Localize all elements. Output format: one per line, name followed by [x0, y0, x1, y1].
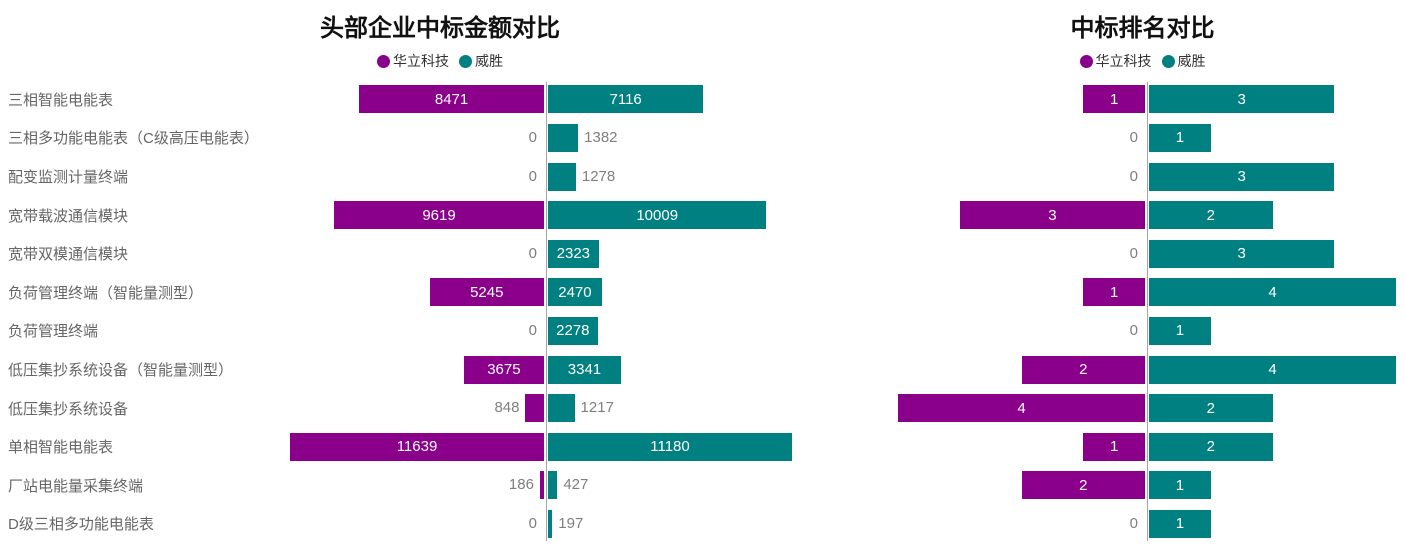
value-label-zero: 0 [1129, 128, 1138, 146]
bar-weisheng-with-value[interactable]: 2278 [548, 316, 598, 345]
bar-weisheng-with-value[interactable]: 4 [1149, 278, 1396, 307]
bar-weisheng-with-value[interactable]: 2470 [548, 278, 602, 307]
bar-weisheng-with-value[interactable]: 2323 [548, 239, 599, 268]
bar-huali-with-value[interactable]: 1 [1083, 278, 1145, 307]
value-label-outside: 186 [508, 476, 534, 494]
category-label: 配变监测计量终端 [8, 168, 129, 186]
value-label-zero: 0 [528, 321, 537, 339]
bar-weisheng-with-value[interactable]: 1 [1149, 123, 1211, 152]
legend-item-weisheng[interactable]: 威胜 [1161, 51, 1206, 71]
bar-weisheng-with-value[interactable]: 3341 [548, 355, 621, 384]
bar-weisheng-with-value[interactable]: 1 [1149, 471, 1211, 500]
bar-huali-with-value[interactable]: 5245 [429, 278, 544, 307]
category-label: 负荷管理终端（智能量测型） [8, 284, 204, 302]
legend-item-weisheng[interactable]: 威胜 [459, 51, 503, 71]
category-label: 单相智能电能表 [8, 439, 114, 457]
bar-weisheng[interactable] [548, 162, 576, 191]
value-label-outside: 1217 [580, 399, 614, 417]
bar-huali[interactable] [525, 394, 544, 423]
bar-huali-with-value[interactable]: 8471 [359, 85, 544, 114]
bar-huali-with-value[interactable]: 1 [1083, 85, 1145, 114]
bar-huali-with-value[interactable]: 4 [898, 394, 1145, 423]
value-label-zero: 0 [528, 244, 537, 262]
bar-weisheng-with-value[interactable]: 11180 [548, 432, 792, 461]
bar-weisheng-with-value[interactable]: 3 [1149, 85, 1335, 114]
bar-huali-with-value[interactable]: 3 [959, 201, 1145, 230]
axis-line [546, 82, 547, 541]
bar-huali-with-value[interactable]: 11639 [290, 432, 544, 461]
bar-weisheng-with-value[interactable]: 10009 [548, 201, 767, 230]
category-label: 三相智能电能表 [8, 91, 114, 109]
amount-chart-legend: 华立科技 威胜 [0, 50, 880, 72]
category-label: 低压集抄系统设备（智能量测型） [8, 361, 234, 379]
bar-huali-with-value[interactable]: 2 [1021, 471, 1145, 500]
category-label: 三相多功能电能表（C级高压电能表） [8, 130, 259, 148]
category-label: 宽带双模通信模块 [8, 246, 129, 264]
value-label-zero: 0 [528, 514, 537, 532]
legend-dot-weisheng-icon [459, 54, 472, 68]
legend-label-huali: 华立科技 [393, 53, 449, 69]
value-label-zero: 0 [1129, 321, 1138, 339]
bar-huali-with-value[interactable]: 9619 [334, 201, 544, 230]
ranking-chart-legend: 华立科技 威胜 [880, 50, 1405, 72]
legend-dot-huali-icon [377, 54, 390, 68]
bar-weisheng[interactable] [548, 509, 553, 538]
bar-weisheng[interactable] [548, 394, 575, 423]
bar-weisheng-with-value[interactable]: 2 [1149, 201, 1273, 230]
category-label: 负荷管理终端 [8, 323, 99, 341]
axis-line [1147, 82, 1148, 541]
value-label-outside: 427 [563, 476, 589, 494]
value-label-zero: 0 [528, 167, 537, 185]
value-label-outside: 1382 [584, 128, 618, 146]
category-label: D级三相多功能电能表 [8, 516, 154, 534]
legend-dot-huali-icon [1079, 54, 1093, 68]
bar-huali-with-value[interactable]: 2 [1021, 355, 1145, 384]
bar-weisheng-with-value[interactable]: 4 [1149, 355, 1396, 384]
bar-weisheng-with-value[interactable]: 1 [1149, 509, 1211, 538]
value-label-zero: 0 [1129, 514, 1138, 532]
amount-chart: 头部企业中标金额对比 华立科技 威胜 三相智能电能表 8471 7116 三相多功能电… [0, 15, 880, 544]
bar-huali-with-value[interactable]: 3675 [463, 355, 544, 384]
category-label: 厂站电能量采集终端 [8, 477, 144, 495]
amount-chart-title: 头部企业中标金额对比 [320, 15, 560, 42]
ranking-chart-title: 中标排名对比 [1070, 15, 1215, 42]
bar-weisheng-with-value[interactable]: 2 [1149, 432, 1273, 461]
bar-weisheng-with-value[interactable]: 3 [1149, 239, 1335, 268]
value-label-zero: 0 [528, 128, 537, 146]
bar-huali[interactable] [539, 471, 544, 500]
legend-label-weisheng: 威胜 [475, 53, 503, 69]
value-label-outside: 848 [494, 399, 520, 417]
bar-huali-with-value[interactable]: 1 [1083, 432, 1145, 461]
category-label: 低压集抄系统设备 [8, 400, 129, 418]
legend-item-huali[interactable]: 华立科技 [1079, 51, 1152, 71]
bar-weisheng[interactable] [548, 123, 579, 152]
value-label-zero: 0 [1129, 244, 1138, 262]
bar-weisheng-with-value[interactable]: 1 [1149, 316, 1211, 345]
legend-dot-weisheng-icon [1161, 54, 1175, 68]
legend-label-huali: 华立科技 [1095, 53, 1152, 69]
value-label-zero: 0 [1129, 167, 1138, 185]
bar-weisheng-with-value[interactable]: 7116 [548, 85, 704, 114]
bar-weisheng-with-value[interactable]: 3 [1149, 162, 1335, 191]
value-label-outside: 197 [558, 514, 584, 532]
legend-label-weisheng: 威胜 [1177, 53, 1206, 69]
amount-chart-plot: 三相智能电能表 8471 7116 三相多功能电能表（C级高压电能表） 0 1382 配变监… [0, 80, 880, 544]
bar-weisheng-with-value[interactable]: 2 [1149, 394, 1273, 423]
value-label-outside: 1278 [581, 167, 616, 185]
bar-weisheng[interactable] [548, 471, 558, 500]
category-label: 宽带载波通信模块 [8, 207, 129, 225]
legend-item-huali[interactable]: 华立科技 [377, 51, 449, 71]
